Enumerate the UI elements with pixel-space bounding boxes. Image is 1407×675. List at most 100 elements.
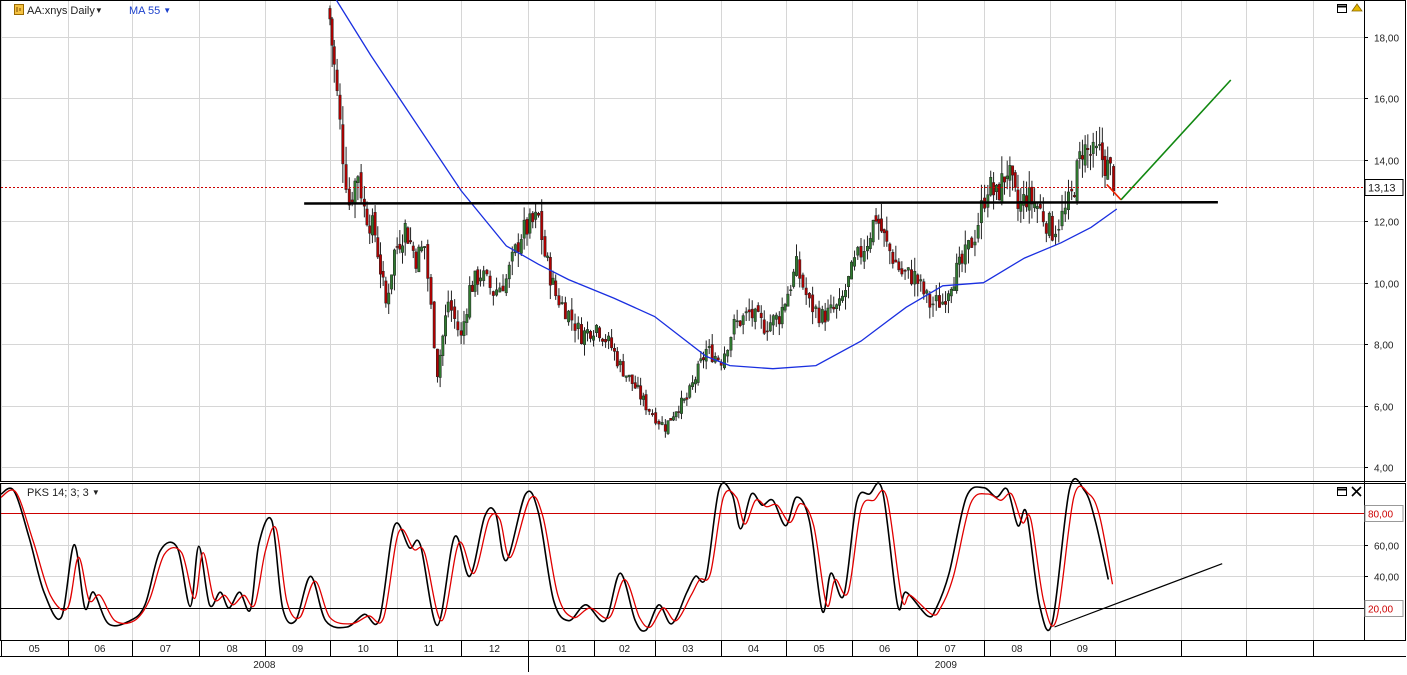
candle-body-up bbox=[913, 270, 917, 285]
candle bbox=[856, 245, 860, 260]
candle-body-down bbox=[414, 251, 418, 269]
month-tick-label: 02 bbox=[619, 644, 631, 655]
indicator-label: MA 55 bbox=[129, 5, 161, 17]
candle bbox=[663, 419, 667, 438]
candle-body-up bbox=[674, 411, 678, 418]
candle-body-down bbox=[601, 338, 605, 342]
candle-body-up bbox=[952, 286, 956, 291]
candle bbox=[811, 286, 815, 325]
candle bbox=[691, 375, 695, 390]
candle bbox=[1016, 174, 1020, 221]
candle-body-up bbox=[583, 330, 586, 345]
candle-body-up bbox=[780, 306, 784, 325]
candle-body-down bbox=[710, 344, 714, 362]
candle bbox=[882, 228, 886, 247]
candle-body-up bbox=[786, 293, 790, 307]
candle-body-up bbox=[856, 247, 860, 256]
candle bbox=[807, 292, 811, 308]
candle bbox=[1070, 180, 1074, 201]
candle bbox=[551, 270, 555, 285]
candle bbox=[789, 284, 793, 297]
candle-body-down bbox=[897, 261, 901, 271]
candle-body-up bbox=[838, 298, 841, 306]
candle-body-up bbox=[696, 363, 700, 383]
symbol-selector[interactable]: AA:xnys Daily▼ bbox=[27, 4, 103, 18]
candle bbox=[900, 261, 904, 277]
last-price-box bbox=[1364, 179, 1404, 196]
candle bbox=[406, 226, 410, 244]
candle bbox=[897, 258, 901, 273]
indicator-selector[interactable]: MA 55 ▼ bbox=[129, 4, 171, 18]
candle bbox=[946, 290, 950, 314]
candle-body-down bbox=[426, 244, 430, 279]
month-tick-label: 06 bbox=[94, 644, 106, 655]
candle-body-up bbox=[976, 225, 980, 239]
candle-body-down bbox=[644, 394, 648, 411]
candle bbox=[660, 416, 664, 426]
candle-body-up bbox=[641, 395, 645, 400]
candle-body-up bbox=[353, 180, 357, 205]
candle-body-up bbox=[607, 335, 611, 342]
candle-body-down bbox=[832, 306, 836, 310]
candle-body-up bbox=[1078, 151, 1082, 160]
candle bbox=[613, 343, 616, 361]
candle bbox=[750, 300, 754, 327]
oscillator-selector[interactable]: PKS 14; 3; 3 ▼ bbox=[27, 486, 100, 500]
candle bbox=[657, 419, 661, 430]
chart-symbol-icon bbox=[14, 4, 24, 15]
candle-body-up bbox=[946, 293, 950, 301]
candle-body-up bbox=[694, 379, 697, 385]
candle-body-up bbox=[1091, 141, 1095, 154]
candle bbox=[1067, 179, 1070, 220]
candle bbox=[436, 348, 439, 383]
candle bbox=[647, 408, 651, 416]
candle bbox=[504, 274, 508, 297]
candle bbox=[941, 293, 945, 306]
candle bbox=[832, 296, 836, 313]
candle bbox=[671, 411, 675, 422]
ma-55-line bbox=[335, 0, 1118, 370]
candle bbox=[341, 106, 345, 183]
candle bbox=[423, 246, 427, 260]
candle-body-down bbox=[910, 269, 913, 285]
candle-series bbox=[328, 5, 1116, 438]
candle-body-down bbox=[944, 301, 948, 305]
candle bbox=[777, 311, 781, 336]
candle bbox=[344, 146, 348, 194]
candle-body-up bbox=[1022, 194, 1026, 206]
candle bbox=[931, 296, 935, 317]
candle-body-up bbox=[735, 320, 739, 323]
candle-body-down bbox=[379, 254, 382, 275]
month-tick-label: 08 bbox=[1011, 644, 1023, 655]
candle-body-down bbox=[669, 418, 673, 421]
candle-body-down bbox=[525, 219, 529, 235]
candle-body-up bbox=[844, 290, 847, 298]
candle bbox=[1057, 219, 1061, 243]
candle bbox=[1108, 156, 1112, 176]
candle-body-down bbox=[615, 351, 619, 367]
candle-body-down bbox=[1038, 204, 1042, 209]
candle-body-up bbox=[624, 375, 628, 378]
candle-body-down bbox=[801, 274, 805, 288]
candle-body-down bbox=[613, 348, 616, 352]
candle-body-up bbox=[957, 256, 961, 265]
candle-body-up bbox=[989, 177, 993, 196]
candle bbox=[639, 377, 643, 406]
candle-body-up bbox=[1005, 175, 1009, 179]
candle-body-up bbox=[507, 264, 511, 280]
candle bbox=[420, 240, 424, 253]
candle-body-down bbox=[1086, 148, 1090, 151]
candle bbox=[476, 266, 480, 295]
candle-body-down bbox=[654, 412, 658, 424]
candle-body-up bbox=[567, 310, 571, 323]
candle bbox=[462, 310, 466, 345]
candle bbox=[627, 374, 631, 382]
candle bbox=[531, 211, 535, 229]
candle-body-up bbox=[1063, 207, 1067, 215]
candle-body-up bbox=[941, 301, 945, 305]
candle-body-down bbox=[459, 330, 463, 336]
candle bbox=[862, 239, 866, 269]
candle-body-up bbox=[1094, 145, 1098, 149]
